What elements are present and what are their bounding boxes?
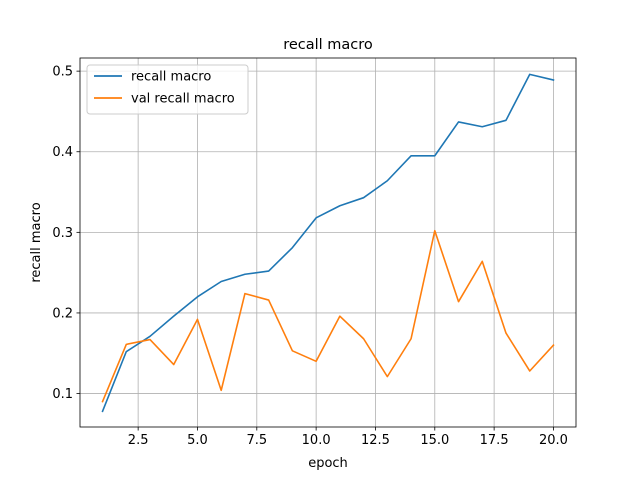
y-tick-label: 0.1: [52, 387, 73, 402]
x-tick-label: 5.0: [187, 433, 208, 448]
x-tick-label: 20.0: [539, 433, 568, 448]
y-axis-label: recall macro: [29, 202, 44, 282]
axes-frame: [79, 57, 577, 428]
y-tick-label: 0.5: [52, 65, 73, 80]
y-tick-label: 0.2: [52, 306, 73, 321]
x-tick-label: 15.0: [420, 433, 449, 448]
x-tick-label: 7.5: [246, 433, 267, 448]
y-tick-label: 0.3: [52, 226, 73, 241]
x-tick-label: 2.5: [128, 433, 149, 448]
legend-label-val-recall-macro: val recall macro: [131, 92, 235, 107]
x-tick-label: 10.0: [302, 433, 331, 448]
y-tick-label: 0.4: [52, 145, 73, 160]
legend-label-recall-macro: recall macro: [131, 70, 211, 85]
plot-area: [80, 58, 576, 427]
legend-box: [86, 64, 249, 115]
chart-title: recall macro: [283, 37, 373, 53]
x-axis-label: epoch: [308, 456, 348, 471]
tick-marks-and-labels: 2.5 5.0 7.5 10.0 12.5 15.0 17.5 20.0 0.1 0.2 0.3 0.…: [52, 65, 568, 448]
series-line-recall-macro: [101, 73, 555, 413]
legend: recall macro val recall macro: [86, 64, 249, 115]
series-lines: [101, 73, 555, 413]
x-tick-label: 17.5: [480, 433, 509, 448]
axes: [79, 57, 577, 428]
series-line-val-recall-macro: [101, 229, 555, 403]
x-tick-label: 12.5: [361, 433, 390, 448]
